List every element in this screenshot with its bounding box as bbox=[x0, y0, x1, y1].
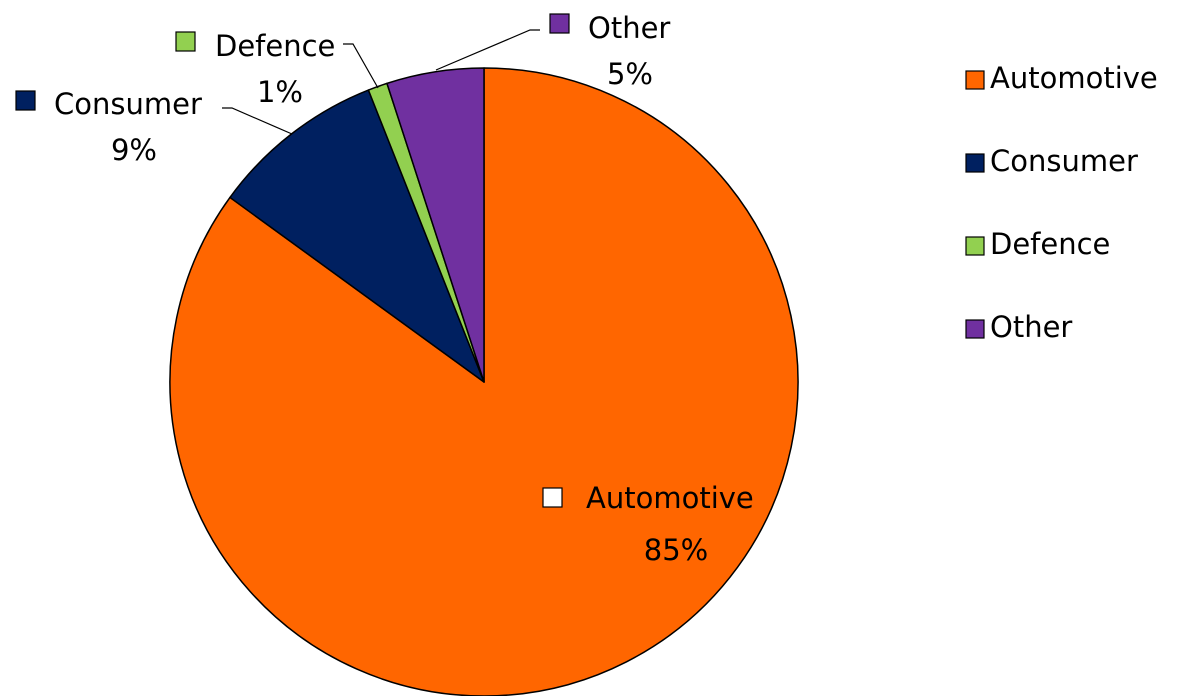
legend-item-other: Other bbox=[965, 310, 1072, 344]
data-labels: Automotive 85% Consumer 9% Defence 1% Other 5% bbox=[15, 11, 754, 567]
legend-label-automotive: Automotive bbox=[990, 61, 1158, 95]
data-label-key-automotive bbox=[542, 487, 563, 508]
legend-item-automotive: Automotive bbox=[965, 61, 1158, 95]
data-label-name-other: Other bbox=[588, 11, 670, 45]
leader-line-consumer bbox=[222, 107, 293, 135]
data-label-key-other bbox=[549, 13, 570, 34]
leader-lines bbox=[222, 29, 540, 135]
data-label-key-defence bbox=[175, 31, 196, 52]
leader-line-defence bbox=[343, 43, 379, 89]
legend: Automotive Consumer Defence Other bbox=[965, 61, 1158, 344]
data-label-percent-consumer: 9% bbox=[111, 133, 157, 167]
legend-label-consumer: Consumer bbox=[990, 144, 1138, 178]
legend-swatch-automotive bbox=[965, 70, 985, 90]
legend-label-defence: Defence bbox=[990, 227, 1110, 261]
legend-item-consumer: Consumer bbox=[965, 144, 1138, 178]
data-label-percent-other: 5% bbox=[607, 57, 653, 91]
legend-item-defence: Defence bbox=[965, 227, 1110, 261]
data-label-percent-automotive: 85% bbox=[644, 533, 708, 567]
pie-slices bbox=[169, 67, 799, 696]
data-label-key-consumer bbox=[15, 90, 36, 111]
pie-slice-other bbox=[386, 67, 485, 383]
legend-swatch-other bbox=[965, 319, 985, 339]
legend-label-other: Other bbox=[990, 310, 1072, 344]
legend-swatch-defence bbox=[965, 236, 985, 256]
leader-line-other bbox=[435, 29, 540, 71]
data-label-name-consumer: Consumer bbox=[54, 87, 202, 121]
legend-swatch-consumer bbox=[965, 153, 985, 173]
data-label-name-defence: Defence bbox=[215, 29, 335, 63]
data-label-percent-defence: 1% bbox=[257, 75, 303, 109]
data-label-name-automotive: Automotive bbox=[586, 481, 754, 515]
